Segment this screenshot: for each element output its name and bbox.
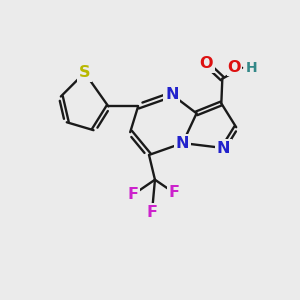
Text: O: O	[228, 60, 241, 75]
Text: F: F	[128, 187, 139, 202]
Text: N: N	[217, 140, 230, 155]
Text: H: H	[246, 61, 258, 75]
Text: O: O	[200, 56, 213, 71]
Text: N: N	[165, 87, 178, 102]
Text: F: F	[168, 185, 179, 200]
Text: F: F	[146, 205, 158, 220]
Text: N: N	[176, 136, 189, 151]
Text: S: S	[79, 65, 90, 80]
